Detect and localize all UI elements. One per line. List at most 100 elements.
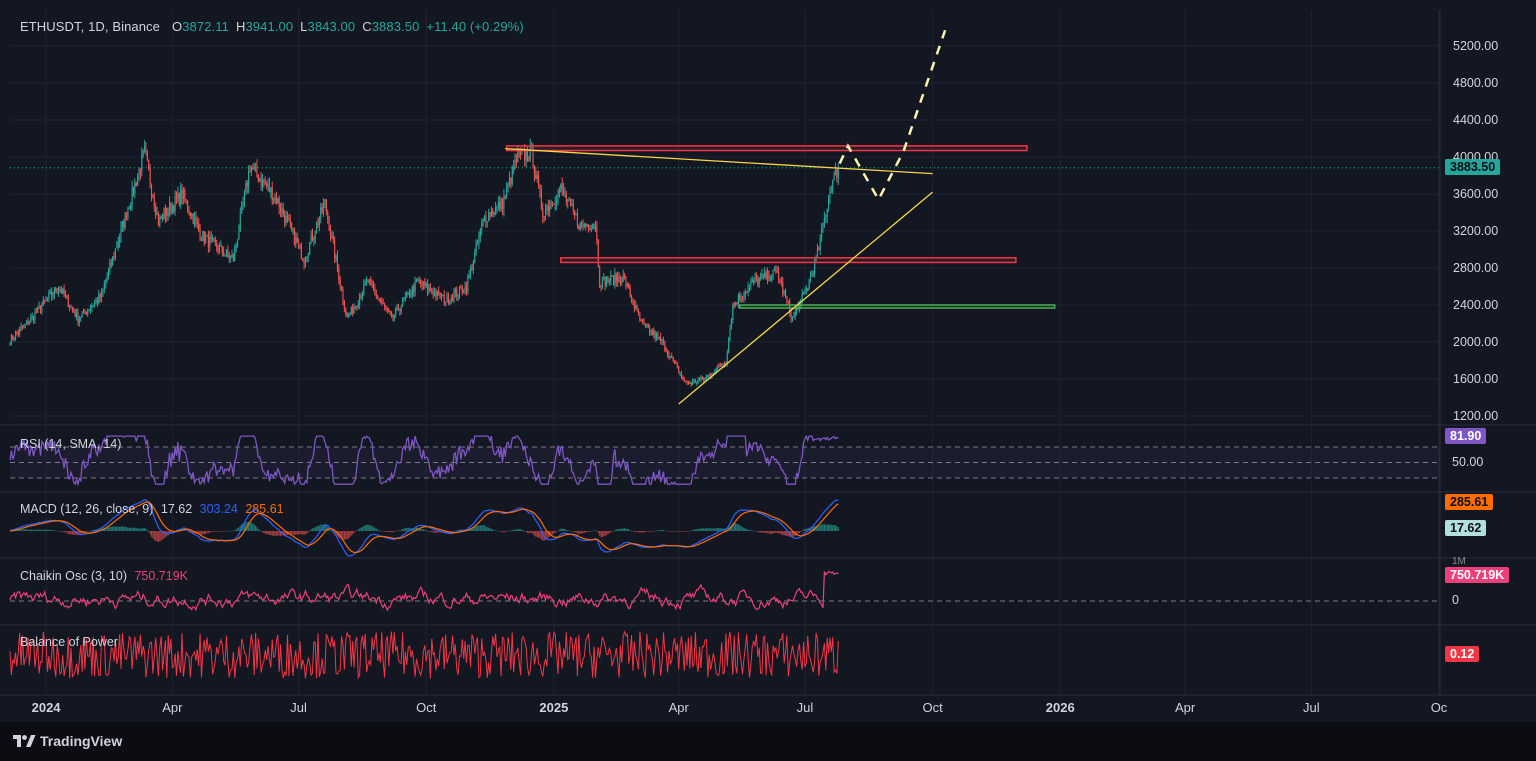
macd-histogram-bar — [669, 531, 671, 532]
macd-histogram-bar — [685, 531, 687, 532]
candle-body — [232, 254, 234, 261]
macd-histogram-bar — [131, 527, 133, 531]
macd-histogram-bar — [779, 531, 781, 534]
candle-body — [381, 301, 383, 303]
macd-histogram-bar — [521, 529, 523, 531]
macd-legend[interactable]: MACD (12, 26, close, 9) 17.62 303.24 285… — [20, 502, 284, 516]
candle-body — [825, 216, 827, 218]
macd-histogram-bar — [753, 530, 755, 532]
candle-body — [733, 303, 735, 305]
candle-body — [228, 254, 230, 258]
candle-body — [829, 192, 831, 200]
candle-body — [830, 191, 832, 193]
candle-body — [87, 310, 89, 314]
macd-histogram-bar — [71, 531, 73, 535]
candle-body — [338, 268, 340, 280]
candle-body — [77, 312, 79, 324]
macd-histogram-bar — [400, 529, 402, 531]
macd-histogram-bar — [152, 531, 154, 539]
candle-body — [192, 213, 194, 225]
macd-histogram-bar — [360, 527, 362, 531]
resistance-zone-upper — [505, 145, 1028, 152]
panel-separators — [0, 10, 1536, 696]
macd-histogram-bar — [589, 531, 591, 532]
candle-body — [685, 380, 687, 383]
macd-histogram-bar — [374, 527, 376, 531]
macd-histogram-bar — [421, 529, 423, 531]
candle-body — [306, 256, 308, 260]
symbol-label[interactable]: ETHUSDT, 1D, Binance — [20, 19, 160, 34]
macd-histogram-bar — [98, 528, 100, 531]
x-tick-label: 2024 — [32, 700, 62, 715]
candle-body — [575, 214, 577, 216]
candle-body — [758, 278, 760, 285]
candle-body — [357, 304, 359, 307]
macd-histogram-bar — [764, 531, 766, 533]
candle-body — [181, 189, 183, 199]
macd-histogram-bar — [232, 530, 234, 532]
candle-body — [217, 248, 219, 252]
macd-histogram-bar — [292, 531, 294, 535]
rsi-legend[interactable]: RSI (14, SMA, 14) — [20, 437, 121, 451]
candle-body — [85, 311, 87, 314]
chart-legend-header: ETHUSDT, 1D, Binance O3872.11 H3941.00 L384… — [20, 19, 531, 34]
candle-body — [658, 336, 660, 338]
macd-histogram-bar — [153, 531, 155, 540]
candle-body — [489, 212, 491, 217]
macd-histogram-bar — [377, 529, 379, 531]
macd-histogram-bar — [667, 531, 669, 532]
macd-histogram-bar — [42, 529, 44, 531]
candle-body — [585, 224, 587, 227]
candle-body — [155, 207, 157, 216]
candle-body — [671, 356, 673, 358]
candle-body — [730, 319, 732, 329]
macd-histogram-bar — [827, 524, 830, 531]
candle-body — [714, 371, 716, 375]
candle-body — [149, 169, 151, 184]
candle-body — [507, 183, 509, 187]
macd-histogram-bar — [474, 526, 476, 531]
macd-histogram-bar — [536, 531, 538, 538]
candle-body — [793, 315, 795, 317]
candle-body — [594, 224, 597, 226]
candle-body — [576, 214, 578, 226]
candle-body — [9, 344, 11, 346]
macd-histogram-bar — [579, 531, 581, 534]
candle-body — [26, 320, 28, 324]
candle-body — [754, 277, 756, 282]
macd-histogram-bar — [744, 528, 746, 531]
macd-histogram-bar — [145, 528, 147, 531]
candle-body — [30, 317, 32, 322]
macd-histogram-bar — [632, 531, 634, 532]
chaikin-legend[interactable]: Chaikin Osc (3, 10) 750.719K — [20, 569, 188, 583]
candle-body — [59, 288, 61, 290]
macd-histogram-bar — [436, 531, 438, 533]
candle-body — [203, 231, 205, 243]
candle-body — [413, 286, 415, 292]
macd-histogram-bar — [62, 531, 64, 532]
macd-histogram-bar — [488, 527, 490, 531]
candle-body — [119, 237, 121, 243]
macd-histogram-bar — [51, 530, 53, 531]
candle-body — [48, 293, 50, 299]
candle-body — [560, 184, 562, 192]
candle-body — [288, 218, 290, 221]
tradingview-logo[interactable]: TradingView — [12, 733, 122, 749]
macd-histogram-bar — [381, 531, 383, 532]
chaikin-zero-tick: 0 — [1452, 593, 1459, 607]
candle-body — [673, 360, 676, 362]
candle-body — [286, 215, 289, 219]
candle-body — [547, 206, 549, 211]
candle-body — [19, 328, 21, 334]
macd-histogram-bar — [33, 529, 35, 531]
macd-histogram-bar — [657, 530, 659, 531]
macd-histogram-bar — [59, 531, 61, 532]
candle-body — [321, 207, 323, 212]
x-tick-label: Jul — [797, 700, 814, 715]
macd-histogram-bar — [456, 530, 458, 532]
candle-body — [131, 186, 133, 205]
bop-legend[interactable]: Balance of Power — [20, 635, 118, 649]
candle-body — [565, 194, 567, 202]
candle-body — [199, 229, 201, 239]
